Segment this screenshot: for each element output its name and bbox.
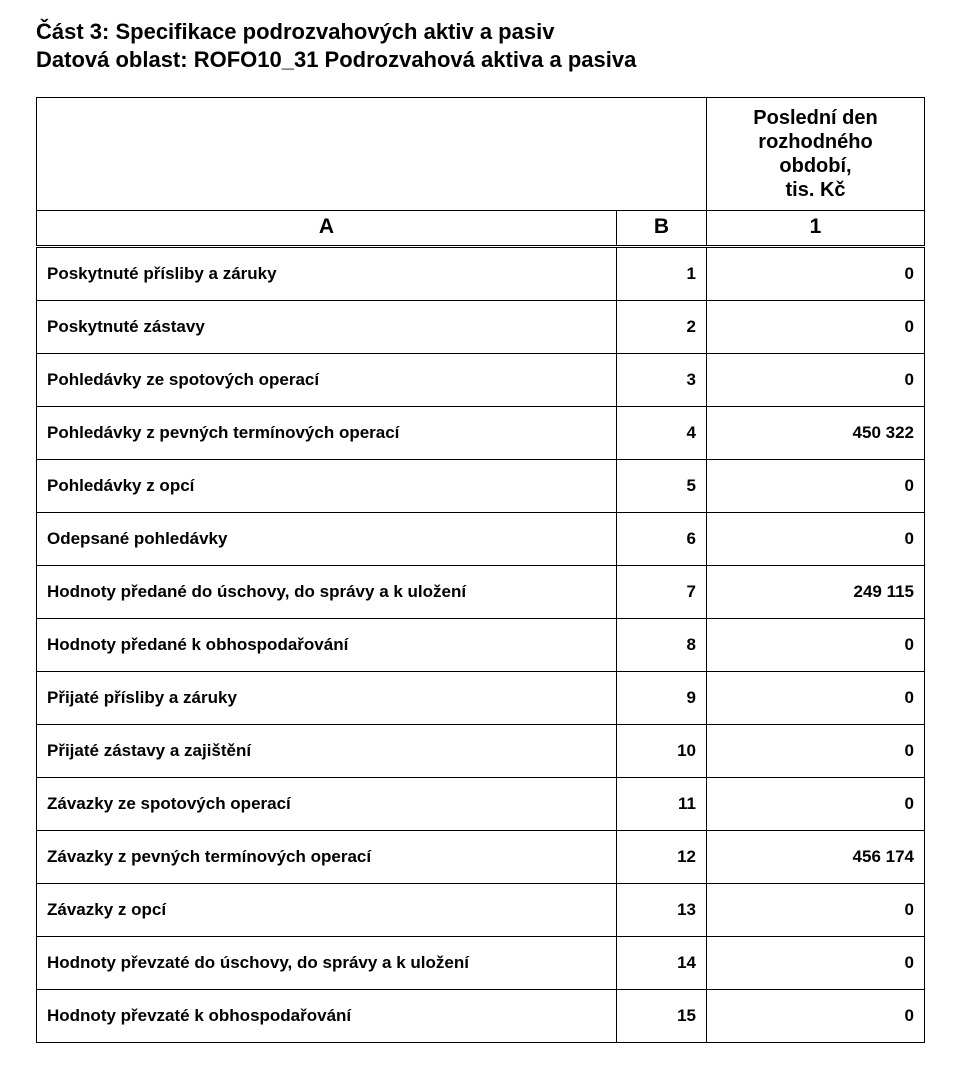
table-row: Hodnoty předané k obhospodařování80 — [37, 619, 925, 672]
row-label: Závazky ze spotových operací — [37, 778, 617, 831]
row-index: 3 — [617, 354, 707, 407]
row-value: 249 115 — [707, 566, 925, 619]
row-index: 5 — [617, 460, 707, 513]
row-label: Poskytnuté přísliby a záruky — [37, 247, 617, 301]
row-label: Závazky z pevných termínových operací — [37, 831, 617, 884]
row-value: 0 — [707, 513, 925, 566]
table-row: Pohledávky z pevných termínových operací… — [37, 407, 925, 460]
row-label: Závazky z opcí — [37, 884, 617, 937]
header-period-cell: Poslední denrozhodnéhoobdobí,tis. Kč — [707, 98, 925, 211]
table-row: Pohledávky ze spotových operací30 — [37, 354, 925, 407]
row-value: 0 — [707, 354, 925, 407]
table-row: Odepsané pohledávky60 — [37, 513, 925, 566]
row-index: 4 — [617, 407, 707, 460]
row-value: 0 — [707, 990, 925, 1043]
row-index: 14 — [617, 937, 707, 990]
table-row: Závazky ze spotových operací110 — [37, 778, 925, 831]
data-table: Poslední denrozhodnéhoobdobí,tis. Kč A B… — [36, 97, 925, 1043]
row-label: Poskytnuté zástavy — [37, 301, 617, 354]
row-label: Hodnoty převzaté k obhospodařování — [37, 990, 617, 1043]
row-label: Přijaté přísliby a záruky — [37, 672, 617, 725]
row-index: 12 — [617, 831, 707, 884]
row-value: 456 174 — [707, 831, 925, 884]
row-index: 7 — [617, 566, 707, 619]
row-index: 9 — [617, 672, 707, 725]
column-letter-row: A B 1 — [37, 211, 925, 247]
row-value: 0 — [707, 884, 925, 937]
table-row: Hodnoty předané do úschovy, do správy a … — [37, 566, 925, 619]
row-label: Hodnoty převzaté do úschovy, do správy a… — [37, 937, 617, 990]
row-label: Hodnoty předané k obhospodařování — [37, 619, 617, 672]
table-row: Hodnoty převzaté k obhospodařování150 — [37, 990, 925, 1043]
col-letter-a: A — [37, 211, 617, 247]
table-row: Poskytnuté zástavy20 — [37, 301, 925, 354]
row-label: Odepsané pohledávky — [37, 513, 617, 566]
page: Část 3: Specifikace podrozvahových aktiv… — [0, 0, 960, 1083]
row-value: 0 — [707, 301, 925, 354]
row-value: 0 — [707, 778, 925, 831]
row-value: 0 — [707, 672, 925, 725]
row-index: 11 — [617, 778, 707, 831]
row-index: 10 — [617, 725, 707, 778]
table-header-row: Poslední denrozhodnéhoobdobí,tis. Kč — [37, 98, 925, 211]
row-value: 450 322 — [707, 407, 925, 460]
row-label: Pohledávky z pevných termínových operací — [37, 407, 617, 460]
row-label: Pohledávky ze spotových operací — [37, 354, 617, 407]
row-label: Přijaté zástavy a zajištění — [37, 725, 617, 778]
row-index: 1 — [617, 247, 707, 301]
row-value: 0 — [707, 460, 925, 513]
table-row: Přijaté zástavy a zajištění100 — [37, 725, 925, 778]
page-title-line2: Datová oblast: ROFO10_31 Podrozvahová ak… — [36, 46, 924, 74]
row-label: Hodnoty předané do úschovy, do správy a … — [37, 566, 617, 619]
row-label: Pohledávky z opcí — [37, 460, 617, 513]
row-value: 0 — [707, 725, 925, 778]
table-row: Poskytnuté přísliby a záruky10 — [37, 247, 925, 301]
row-value: 0 — [707, 247, 925, 301]
row-index: 13 — [617, 884, 707, 937]
row-index: 15 — [617, 990, 707, 1043]
col-letter-1: 1 — [707, 211, 925, 247]
row-value: 0 — [707, 619, 925, 672]
table-row: Hodnoty převzaté do úschovy, do správy a… — [37, 937, 925, 990]
row-index: 2 — [617, 301, 707, 354]
col-letter-b: B — [617, 211, 707, 247]
row-index: 8 — [617, 619, 707, 672]
table-body: Poskytnuté přísliby a záruky10Poskytnuté… — [37, 247, 925, 1043]
header-empty-cell — [37, 98, 707, 211]
table-row: Pohledávky z opcí50 — [37, 460, 925, 513]
row-value: 0 — [707, 937, 925, 990]
table-row: Přijaté přísliby a záruky90 — [37, 672, 925, 725]
row-index: 6 — [617, 513, 707, 566]
table-row: Závazky z opcí130 — [37, 884, 925, 937]
table-row: Závazky z pevných termínových operací124… — [37, 831, 925, 884]
page-title-line1: Část 3: Specifikace podrozvahových aktiv… — [36, 18, 924, 46]
